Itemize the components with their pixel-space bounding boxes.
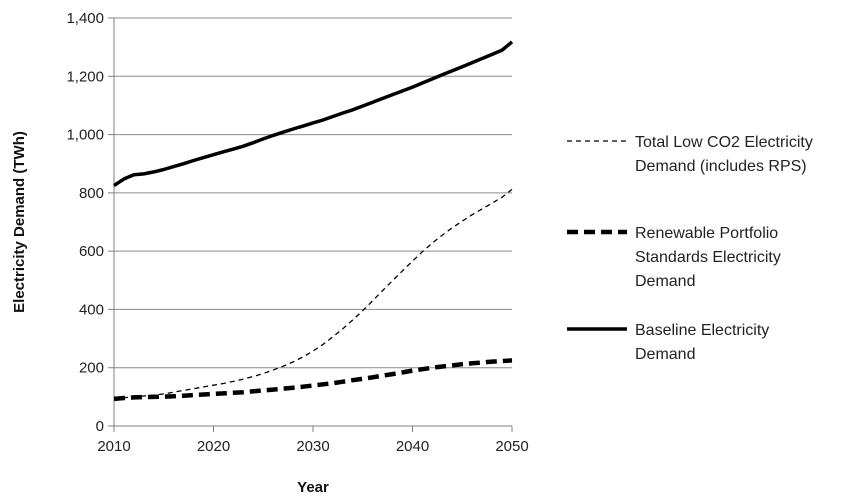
x-tick-label: 2050 <box>495 438 528 455</box>
legend-label: Baseline Electricity <box>635 322 769 339</box>
x-axis-ticks: 2010 2020 2030 2040 2050 <box>97 426 529 455</box>
legend-item: Renewable Portfolio Standards Electricity… <box>567 225 781 290</box>
series-line-2 <box>113 358 513 402</box>
y-tick-label: 800 <box>79 185 104 202</box>
y-axis-title: Electricity Demand (TWh) <box>11 131 28 313</box>
legend-label: Renewable Portfolio <box>635 225 778 242</box>
y-tick-label: 200 <box>79 360 104 377</box>
y-tick-label: 0 <box>96 418 104 435</box>
gridlines <box>114 17 512 369</box>
legend: Total Low CO2 Electricity Demand (include… <box>567 134 813 363</box>
x-tick-label: 2010 <box>97 438 130 455</box>
legend-item: Baseline Electricity Demand <box>567 322 769 363</box>
legend-label: Demand <box>635 346 695 363</box>
x-tick-label: 2030 <box>296 438 329 455</box>
x-tick-label: 2040 <box>396 438 429 455</box>
y-tick-label: 1,400 <box>66 10 104 27</box>
series-lines <box>113 40 514 402</box>
y-tick-label: 400 <box>79 301 104 318</box>
series-line-3 <box>113 40 514 188</box>
legend-label: Total Low CO2 Electricity <box>635 134 813 151</box>
legend-label: Demand <box>635 273 695 290</box>
y-tick-label: 1,000 <box>66 127 104 144</box>
y-tick-label: 600 <box>79 243 104 260</box>
x-tick-label: 2020 <box>197 438 230 455</box>
y-tick-label: 1,200 <box>66 68 104 85</box>
x-axis-title: Year <box>297 479 329 496</box>
legend-item: Total Low CO2 Electricity Demand (include… <box>567 134 813 175</box>
legend-label: Standards Electricity <box>635 249 781 266</box>
y-axis-ticks: 0 200 400 600 800 1,000 1,200 1,400 <box>66 10 114 435</box>
series-line-1 <box>113 188 513 399</box>
legend-label: Demand (includes RPS) <box>635 158 807 175</box>
